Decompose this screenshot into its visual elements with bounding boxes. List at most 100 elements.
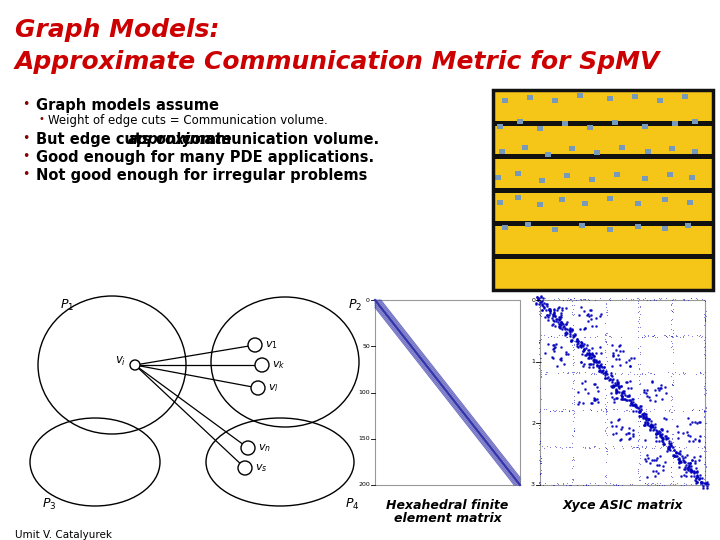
Bar <box>499 149 505 154</box>
Bar <box>607 96 613 101</box>
Text: •: • <box>22 150 30 163</box>
Text: Umit V. Catalyurek: Umit V. Catalyurek <box>15 530 112 540</box>
Bar <box>527 95 533 100</box>
Text: 100: 100 <box>359 390 370 395</box>
Text: Graph Models:: Graph Models: <box>15 18 220 42</box>
Text: approximate: approximate <box>127 132 232 147</box>
Text: Approximate Communication Metric for SpMV: Approximate Communication Metric for SpM… <box>15 50 660 74</box>
Text: $v_n$: $v_n$ <box>258 442 271 454</box>
Text: Hexahedral finite: Hexahedral finite <box>387 499 509 512</box>
Text: •: • <box>22 98 30 111</box>
Text: Good enough for many PDE applications.: Good enough for many PDE applications. <box>36 150 374 165</box>
Bar <box>375 300 520 485</box>
Bar <box>537 126 543 131</box>
Text: Weight of edge cuts = Communication volume.: Weight of edge cuts = Communication volu… <box>48 114 328 127</box>
Bar <box>685 223 691 228</box>
Bar <box>662 226 668 231</box>
Bar <box>515 171 521 176</box>
Circle shape <box>130 360 140 370</box>
Circle shape <box>238 461 252 475</box>
Text: element matrix: element matrix <box>394 512 501 525</box>
Bar <box>577 93 583 98</box>
Bar <box>607 196 613 201</box>
Text: $v_i$: $v_i$ <box>115 354 126 368</box>
Bar <box>539 178 545 183</box>
Text: •: • <box>22 168 30 181</box>
Bar <box>582 201 588 206</box>
Bar <box>515 195 521 200</box>
Text: 200: 200 <box>359 483 370 488</box>
Bar <box>540 300 705 485</box>
Bar <box>502 225 508 230</box>
Bar <box>497 200 503 205</box>
Bar <box>502 98 508 103</box>
Text: 2: 2 <box>531 421 535 426</box>
Bar <box>689 175 695 180</box>
Bar <box>635 201 641 206</box>
Circle shape <box>248 338 262 352</box>
Bar <box>642 124 648 129</box>
Text: 0: 0 <box>366 298 370 302</box>
Bar <box>612 120 618 125</box>
Bar <box>552 98 558 103</box>
Bar <box>692 119 698 124</box>
Bar <box>672 121 678 126</box>
Text: $v_1$: $v_1$ <box>265 339 278 351</box>
Text: $v_l$: $v_l$ <box>268 382 279 394</box>
Bar <box>642 176 648 181</box>
Bar <box>667 172 673 177</box>
Bar <box>682 94 688 99</box>
Bar <box>687 200 693 205</box>
Bar <box>545 152 551 157</box>
Bar <box>552 227 558 232</box>
Bar <box>559 197 565 202</box>
Text: $P_2$: $P_2$ <box>348 298 362 313</box>
Bar <box>493 90 713 290</box>
Text: •: • <box>38 114 44 124</box>
Bar <box>669 146 675 151</box>
Circle shape <box>251 381 265 395</box>
Bar <box>525 222 531 227</box>
Bar <box>569 146 575 151</box>
Bar <box>587 125 593 130</box>
Text: 3: 3 <box>531 483 535 488</box>
Bar <box>614 172 620 177</box>
Text: $P_3$: $P_3$ <box>42 497 56 512</box>
Bar <box>579 223 585 228</box>
Bar <box>632 94 638 99</box>
Text: Xyce ASIC matrix: Xyce ASIC matrix <box>562 499 683 512</box>
Text: 150: 150 <box>359 436 370 441</box>
Text: 0: 0 <box>531 298 535 302</box>
Bar <box>537 202 543 207</box>
Bar <box>493 221 713 226</box>
Text: Graph models assume: Graph models assume <box>36 98 219 113</box>
Bar <box>607 227 613 232</box>
Bar <box>657 98 663 103</box>
Bar <box>493 187 713 192</box>
Bar <box>619 145 625 150</box>
Text: $P_4$: $P_4$ <box>345 497 359 512</box>
Bar <box>493 121 713 126</box>
Circle shape <box>241 441 255 455</box>
Text: $P_1$: $P_1$ <box>60 298 74 313</box>
Bar <box>493 154 713 159</box>
Bar <box>562 121 568 126</box>
Bar <box>589 177 595 182</box>
Text: 50: 50 <box>362 344 370 349</box>
Bar <box>635 224 641 229</box>
Bar <box>517 119 523 124</box>
Text: •: • <box>22 132 30 145</box>
Text: communication volume.: communication volume. <box>176 132 379 147</box>
Text: 1: 1 <box>531 359 535 364</box>
Bar <box>662 197 668 202</box>
Text: But edge cuts only: But edge cuts only <box>36 132 196 147</box>
Bar <box>645 149 651 154</box>
Text: $v_k$: $v_k$ <box>272 359 285 371</box>
Bar <box>493 254 713 259</box>
Bar <box>497 124 503 129</box>
Text: Not good enough for irregular problems: Not good enough for irregular problems <box>36 168 367 183</box>
Bar <box>594 150 600 155</box>
Bar <box>495 175 501 180</box>
Text: $v_s$: $v_s$ <box>255 462 267 474</box>
Bar <box>564 173 570 178</box>
